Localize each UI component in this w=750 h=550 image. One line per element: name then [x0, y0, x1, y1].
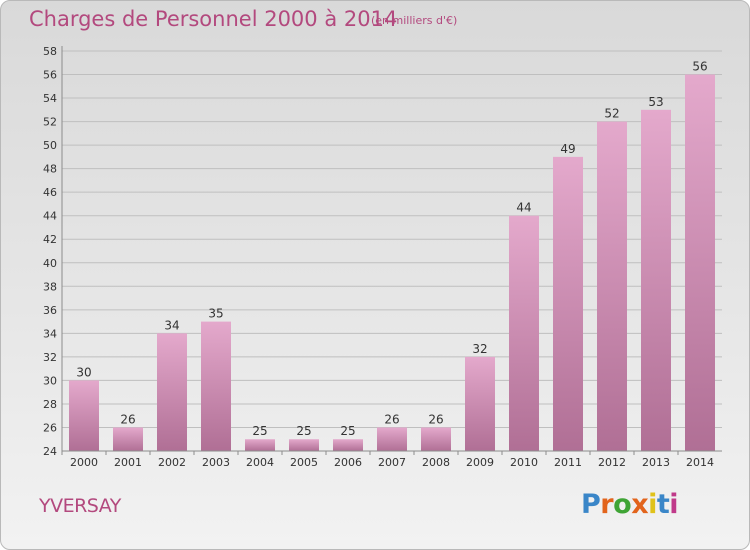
chart-title: Charges de Personnel 2000 à 2014	[29, 7, 398, 31]
data-label: 35	[208, 307, 223, 321]
x-tick-label: 2013	[642, 456, 670, 469]
data-label: 26	[428, 412, 443, 426]
logo-letter: i	[648, 489, 657, 520]
data-label: 26	[384, 412, 399, 426]
logo-letter: o	[613, 489, 632, 520]
data-label: 25	[340, 424, 355, 438]
x-tick-label: 2000	[70, 456, 98, 469]
proxiti-logo[interactable]: Proxiti	[581, 489, 679, 520]
y-tick-label: 26	[43, 421, 57, 434]
y-tick-label: 56	[43, 69, 57, 82]
logo-letter: i	[669, 489, 679, 520]
bar	[113, 427, 143, 451]
y-tick-label: 46	[43, 186, 57, 199]
y-tick-label: 48	[43, 163, 57, 176]
x-tick-label: 2010	[510, 456, 538, 469]
x-tick-label: 2006	[334, 456, 362, 469]
data-labels: 30 26 34 35 25 25 25 26 26 32 44 49 52 53 56	[76, 60, 707, 439]
data-label: 30	[76, 365, 91, 379]
data-label: 25	[252, 424, 267, 438]
x-tick-label: 2004	[246, 456, 274, 469]
bar	[597, 121, 627, 452]
logo-letter: P	[581, 489, 601, 520]
x-tick-label: 2008	[422, 456, 450, 469]
y-tick-label: 38	[43, 280, 57, 293]
chart-subtitle: (en milliers d'€)	[371, 14, 458, 27]
y-tick-label: 30	[43, 374, 57, 387]
y-tick-label: 52	[43, 116, 57, 129]
logo-letter: r	[600, 489, 614, 520]
logo-letter: t	[656, 489, 670, 520]
y-tick-labels: 24 26 28 30 32 34 36 38 40 42 44 46 48 50 52 54 56 58	[43, 45, 57, 458]
logo-letter: x	[631, 489, 649, 520]
bars	[69, 74, 715, 452]
data-label: 53	[648, 95, 663, 109]
x-tick-label: 2001	[114, 456, 142, 469]
data-label: 26	[120, 412, 135, 426]
y-tick-label: 42	[43, 233, 57, 246]
bar	[245, 439, 275, 451]
bar	[289, 439, 319, 451]
data-label: 44	[516, 201, 531, 215]
data-label: 52	[604, 107, 619, 121]
y-tick-label: 34	[43, 327, 57, 340]
x-tick-label: 2012	[598, 456, 626, 469]
x-tick-label: 2011	[554, 456, 582, 469]
y-tick-label: 28	[43, 398, 57, 411]
bar	[509, 215, 539, 451]
y-tick-label: 54	[43, 92, 57, 105]
data-label: 32	[472, 342, 487, 356]
x-tick-label: 2002	[158, 456, 186, 469]
y-tick-label: 50	[43, 139, 57, 152]
y-tick-label: 24	[43, 445, 57, 458]
x-tick-label: 2007	[378, 456, 406, 469]
y-tick-label: 32	[43, 351, 57, 364]
bar	[553, 156, 583, 451]
bar	[69, 380, 99, 451]
data-label: 34	[164, 318, 179, 332]
y-tick-label: 44	[43, 210, 57, 223]
axes	[61, 46, 722, 455]
commune-name: YVERSAY	[39, 495, 121, 517]
y-tick-label: 40	[43, 257, 57, 270]
y-tick-label: 58	[43, 45, 57, 58]
bar	[333, 439, 363, 451]
data-label: 56	[692, 60, 707, 74]
bar	[685, 74, 715, 451]
bar	[641, 109, 671, 451]
bar	[421, 427, 451, 451]
bar	[377, 427, 407, 451]
x-tick-label: 2003	[202, 456, 230, 469]
x-tick-label: 2005	[290, 456, 318, 469]
bar	[465, 356, 495, 451]
x-tick-labels: 2000 2001 2002 2003 2004 2005 2006 2007 2008 2009…	[70, 456, 714, 469]
bar	[157, 333, 187, 451]
data-label: 49	[560, 142, 575, 156]
data-label: 25	[296, 424, 311, 438]
x-tick-label: 2009	[466, 456, 494, 469]
bar	[201, 321, 231, 451]
y-tick-label: 36	[43, 304, 57, 317]
x-tick-label: 2014	[686, 456, 714, 469]
